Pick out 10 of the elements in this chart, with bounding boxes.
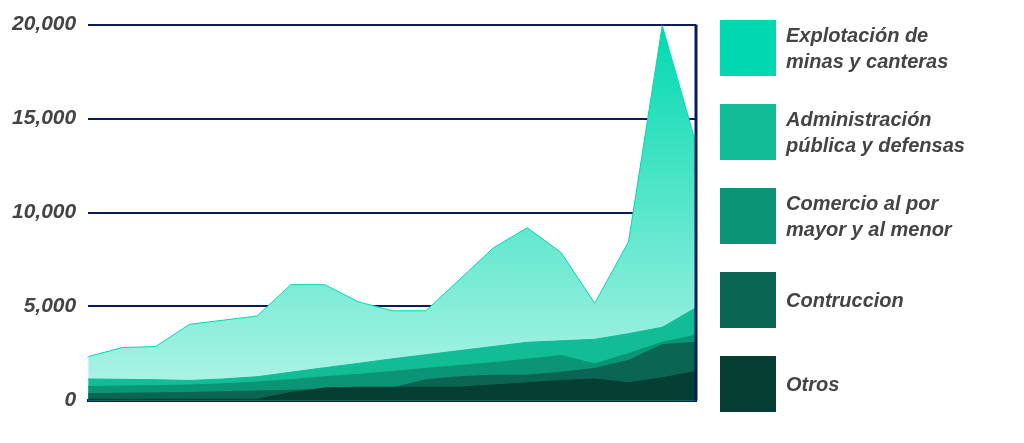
text: Administración pública y defensas (786, 107, 966, 158)
text: Explotación de minas y canteras (786, 23, 950, 74)
text: Comercio al por mayor y al menor (786, 191, 954, 242)
y-tick-label: 5,000 (23, 293, 77, 317)
y-tick-label: 10,000 (12, 199, 77, 223)
y-tick-label: 0 (64, 387, 77, 411)
y-tick-label: 20,000 (11, 11, 77, 35)
text: Otros (786, 372, 841, 397)
y-tick-label: 15,000 (12, 105, 77, 129)
text: Contruccion (786, 288, 905, 313)
